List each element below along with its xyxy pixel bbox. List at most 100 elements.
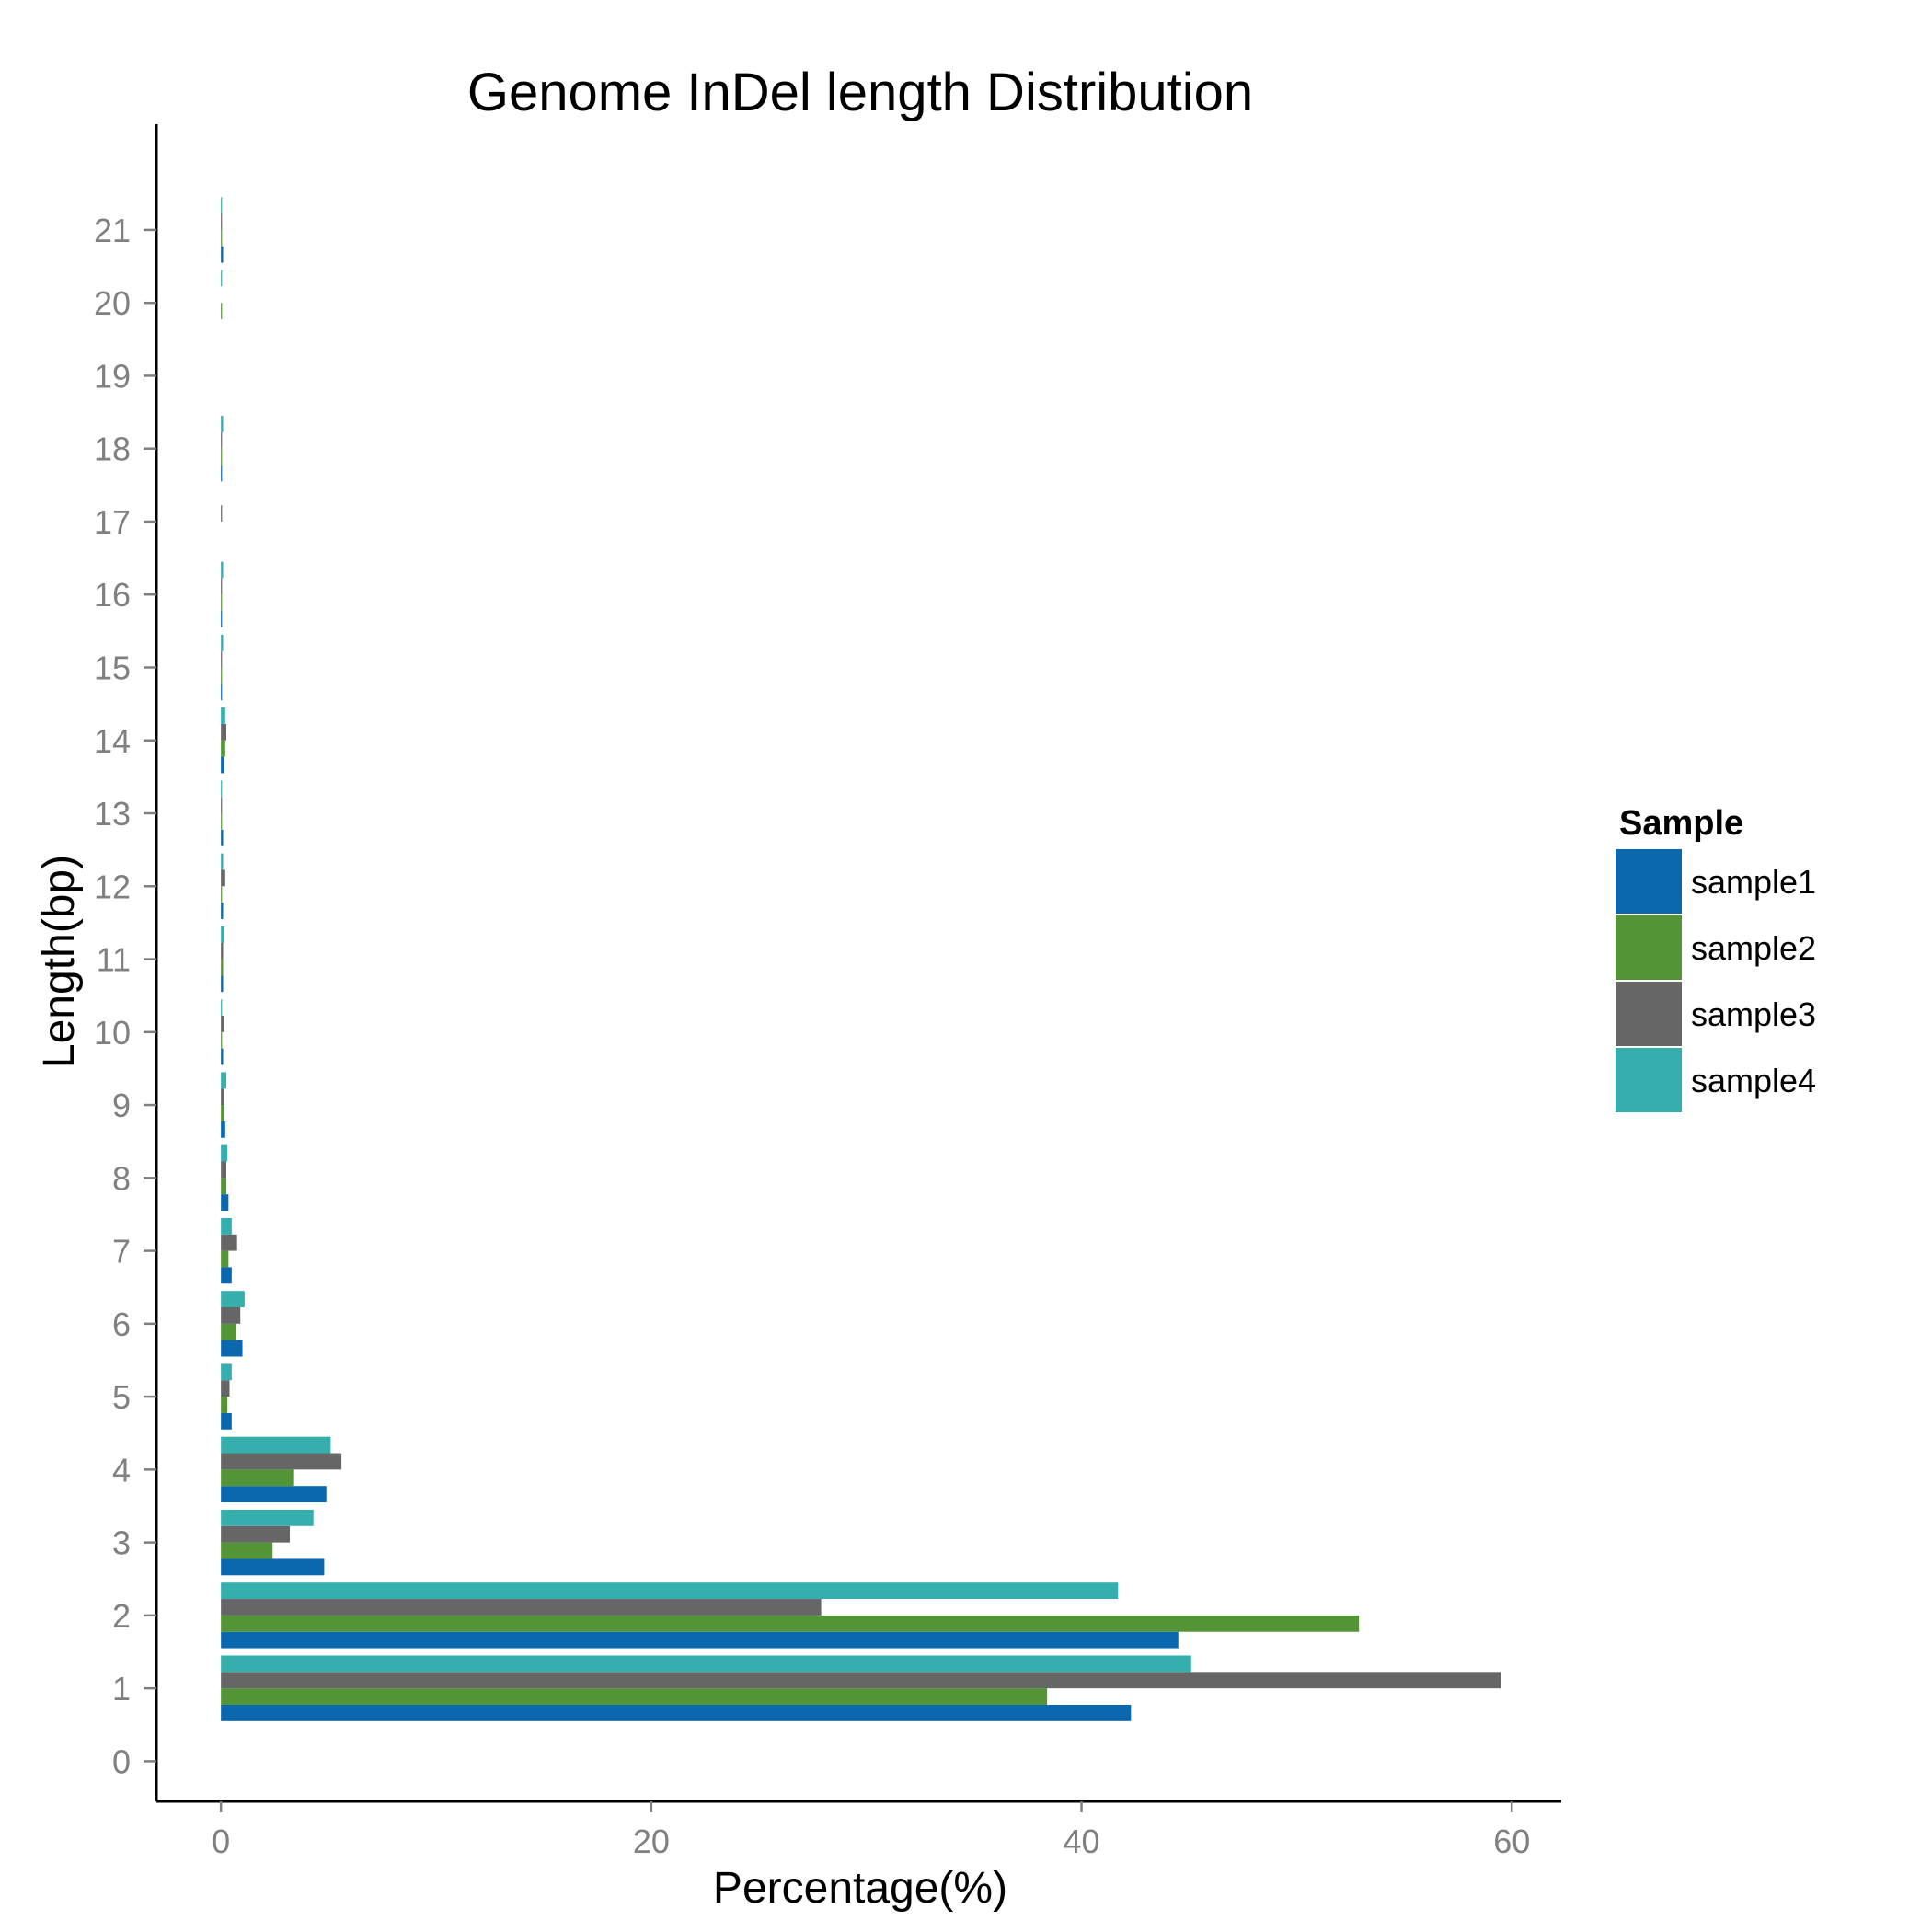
bar-sample3-len-10 bbox=[221, 1015, 224, 1032]
y-tick-label-12: 12 bbox=[94, 868, 131, 905]
y-tick-label-17: 17 bbox=[94, 503, 131, 541]
bar-sample2-len-8 bbox=[221, 1178, 226, 1195]
chart-title: Genome InDel length Distribution bbox=[467, 63, 1253, 122]
y-tick-label-8: 8 bbox=[112, 1159, 131, 1197]
bar-sample3-len-8 bbox=[221, 1161, 226, 1179]
x-tick-label-20: 20 bbox=[633, 1823, 670, 1860]
y-tick-label-10: 10 bbox=[94, 1014, 131, 1052]
bar-sample2-len-9 bbox=[221, 1105, 224, 1121]
bar-sample2-len-15 bbox=[221, 667, 223, 684]
bar-sample4-len-9 bbox=[221, 1072, 226, 1089]
bar-sample1-len-15 bbox=[221, 684, 223, 701]
x-tick-label-0: 0 bbox=[212, 1823, 230, 1860]
bar-sample1-len-2 bbox=[221, 1631, 1179, 1649]
y-tick-label-5: 5 bbox=[112, 1378, 131, 1416]
y-tick-label-18: 18 bbox=[94, 431, 131, 468]
bar-sample3-len-9 bbox=[221, 1088, 224, 1106]
bar-sample2-len-10 bbox=[221, 1031, 223, 1049]
bar-sample3-len-1 bbox=[221, 1672, 1501, 1689]
bar-sample3-len-13 bbox=[221, 797, 223, 814]
bar-sample4-len-18 bbox=[221, 416, 224, 432]
bar-sample3-len-16 bbox=[221, 578, 223, 595]
bar-sample3-len-5 bbox=[221, 1380, 230, 1397]
y-tick-label-6: 6 bbox=[112, 1305, 131, 1343]
legend-items: sample1 sample2 sample3 sample4 bbox=[1616, 849, 1816, 1112]
bar-sample4-len-2 bbox=[221, 1582, 1119, 1600]
y-tick-label-4: 4 bbox=[112, 1451, 131, 1489]
bar-sample4-len-11 bbox=[221, 926, 224, 943]
bar-sample1-len-7 bbox=[221, 1267, 232, 1284]
legend-label-sample2: sample2 bbox=[1691, 929, 1816, 967]
bar-sample2-len-16 bbox=[221, 594, 223, 612]
legend-key-sample3 bbox=[1616, 982, 1682, 1046]
legend-key-sample1 bbox=[1616, 849, 1682, 914]
y-tick-label-15: 15 bbox=[94, 649, 131, 686]
legend-key-sample4 bbox=[1616, 1048, 1682, 1112]
y-tick-label-20: 20 bbox=[94, 284, 131, 322]
bar-sample3-len-18 bbox=[221, 431, 223, 449]
bar-sample4-len-8 bbox=[221, 1144, 228, 1162]
bar-sample4-len-12 bbox=[221, 853, 224, 870]
bar-sample3-len-11 bbox=[221, 942, 224, 960]
y-tick-label-14: 14 bbox=[94, 722, 131, 760]
bar-sample1-len-8 bbox=[221, 1194, 229, 1211]
bar-sample4-len-21 bbox=[221, 197, 223, 214]
legend-label-sample3: sample3 bbox=[1691, 995, 1816, 1033]
bar-sample2-len-7 bbox=[221, 1250, 229, 1268]
bar-sample2-len-5 bbox=[221, 1397, 228, 1413]
y-tick-label-0: 0 bbox=[112, 1742, 131, 1780]
bar-sample3-len-17 bbox=[221, 505, 223, 522]
bar-sample1-len-18 bbox=[221, 465, 223, 482]
bar-sample4-len-14 bbox=[221, 707, 225, 724]
legend: Sample sample1 sample2 sample3 sample4 bbox=[1616, 804, 1816, 1112]
x-tick-label-60: 60 bbox=[1493, 1823, 1530, 1860]
bar-sample2-len-6 bbox=[221, 1323, 236, 1340]
legend-label-sample4: sample4 bbox=[1691, 1062, 1816, 1099]
bar-sample2-len-2 bbox=[221, 1615, 1360, 1632]
bar-sample4-len-10 bbox=[221, 999, 223, 1016]
bar-sample1-len-13 bbox=[221, 829, 224, 846]
y-tick-label-16: 16 bbox=[94, 576, 131, 614]
bar-sample2-len-1 bbox=[221, 1688, 1048, 1705]
bar-sample2-len-13 bbox=[221, 813, 223, 830]
bar-sample3-len-6 bbox=[221, 1307, 241, 1324]
bar-sample2-len-14 bbox=[221, 740, 225, 757]
bar-sample1-len-5 bbox=[221, 1412, 232, 1430]
bar-sample1-len-12 bbox=[221, 903, 224, 919]
y-tick-label-13: 13 bbox=[94, 795, 131, 833]
bar-sample4-len-13 bbox=[221, 780, 223, 798]
bar-sample3-len-3 bbox=[221, 1525, 290, 1543]
y-tick-label-3: 3 bbox=[112, 1524, 131, 1562]
bar-sample1-len-9 bbox=[221, 1121, 225, 1138]
bar-sample4-len-6 bbox=[221, 1291, 245, 1308]
y-axis-title: Length(bp) bbox=[35, 855, 84, 1068]
bar-sample3-len-4 bbox=[221, 1453, 342, 1470]
bar-sample1-len-16 bbox=[221, 611, 223, 627]
bar-sample3-len-21 bbox=[221, 213, 223, 230]
bar-sample1-len-10 bbox=[221, 1048, 224, 1065]
y-tick-label-1: 1 bbox=[112, 1670, 131, 1708]
bar-sample4-len-15 bbox=[221, 634, 224, 651]
legend-title: Sample bbox=[1619, 804, 1743, 843]
bar-sample1-len-6 bbox=[221, 1340, 243, 1357]
bar-sample3-len-12 bbox=[221, 869, 225, 887]
bar-sample1-len-4 bbox=[221, 1486, 327, 1503]
bar-sample4-len-4 bbox=[221, 1436, 331, 1454]
bar-sample1-len-1 bbox=[221, 1704, 1132, 1721]
legend-label-sample1: sample1 bbox=[1691, 863, 1816, 901]
bar-sample3-len-7 bbox=[221, 1234, 237, 1251]
bar-sample4-len-1 bbox=[221, 1655, 1191, 1673]
y-tick-label-7: 7 bbox=[112, 1233, 131, 1271]
bar-sample4-len-7 bbox=[221, 1217, 232, 1235]
bar-sample4-len-5 bbox=[221, 1363, 232, 1381]
bar-sample4-len-20 bbox=[221, 270, 223, 287]
bar-sample2-len-12 bbox=[221, 886, 223, 903]
x-axis-title: Percentage(%) bbox=[713, 1864, 1007, 1913]
bar-sample3-len-15 bbox=[221, 650, 223, 668]
legend-key-sample2 bbox=[1616, 915, 1682, 980]
bar-sample2-len-3 bbox=[221, 1542, 273, 1559]
bar-sample4-len-3 bbox=[221, 1509, 314, 1526]
bar-sample2-len-4 bbox=[221, 1469, 294, 1487]
